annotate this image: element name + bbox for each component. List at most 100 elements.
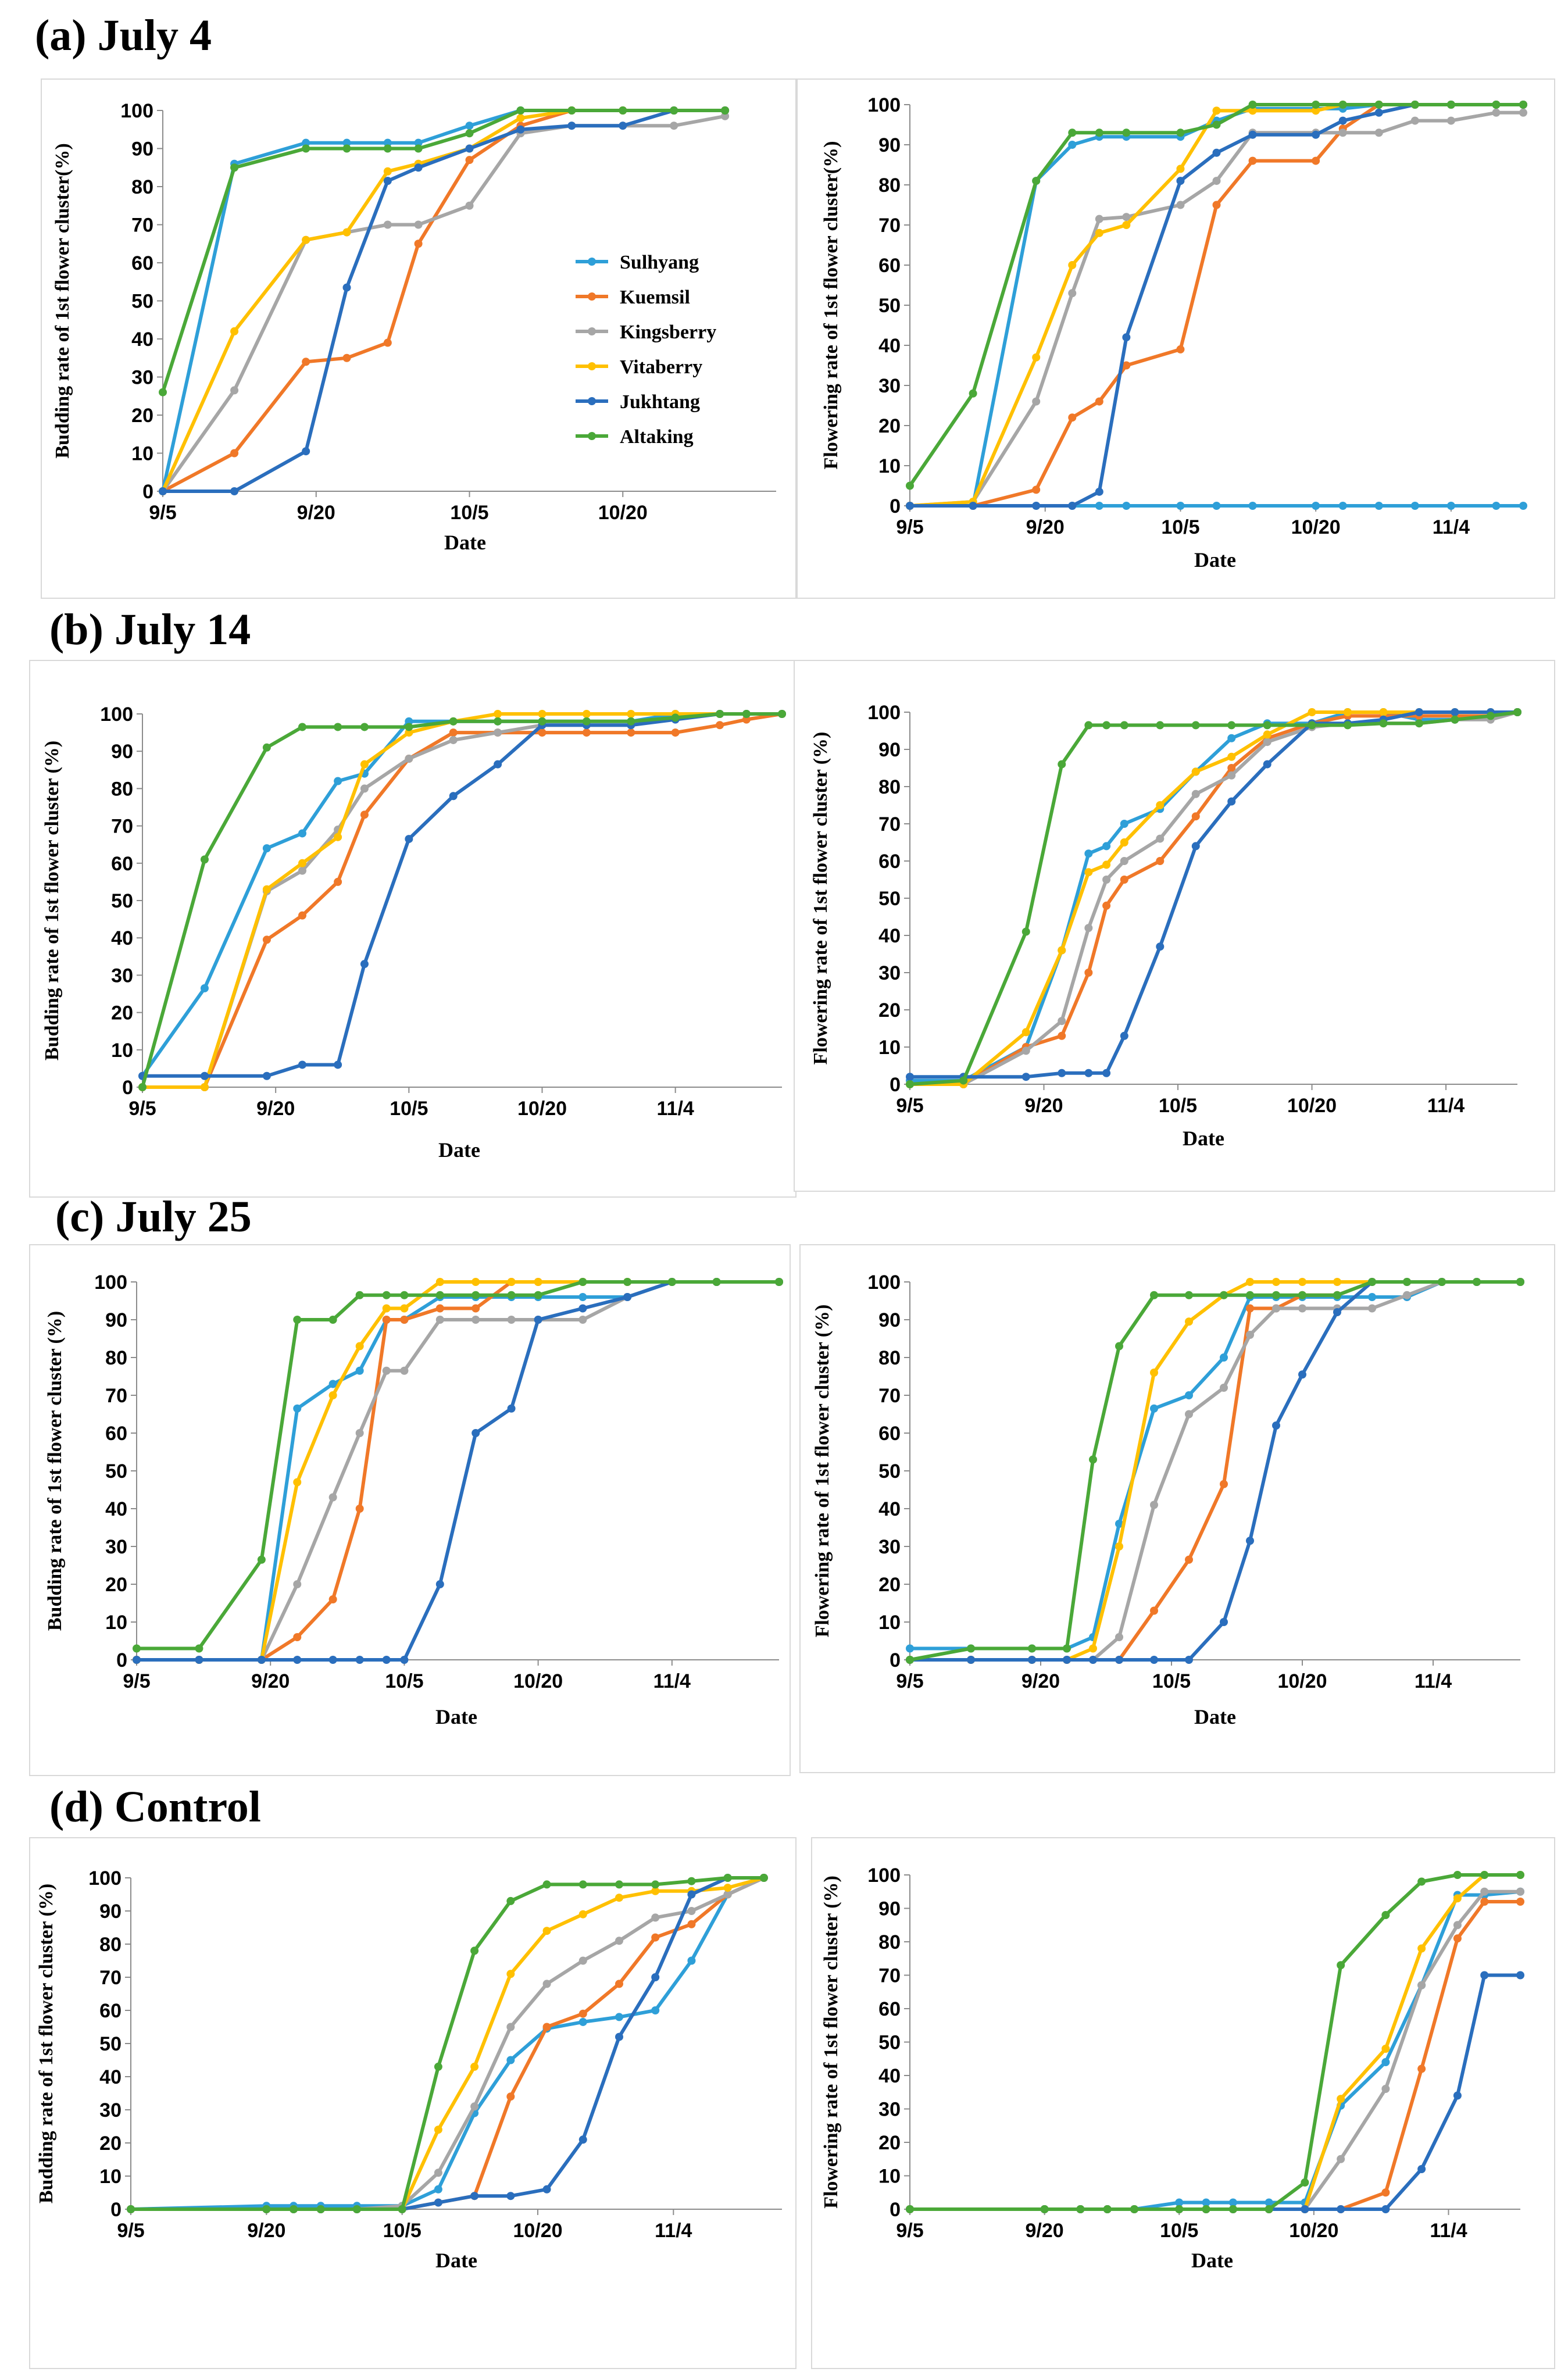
data-point-jukhtang	[1333, 1308, 1341, 1316]
data-point-altaking	[230, 163, 239, 172]
data-point-vitaberry	[1185, 1317, 1193, 1326]
data-point-jukhtang	[651, 1973, 660, 1981]
y-axis-label: Flowering rate of 1st flower cluster(%)	[820, 141, 842, 470]
data-point-kuemsil	[449, 728, 458, 737]
data-point-kingsberry	[383, 220, 392, 229]
data-point-vitaberry	[723, 1884, 732, 1892]
data-point-vitaberry	[470, 2062, 479, 2071]
series-line-kingsberry	[161, 114, 726, 492]
data-point-kingsberry	[1185, 1410, 1193, 1419]
y-tick-label: 70	[878, 1965, 901, 1987]
data-point-kingsberry	[1032, 397, 1041, 406]
y-tick-label: 10	[878, 1612, 901, 1634]
data-point-jukhtang	[623, 1293, 632, 1301]
data-point-vitaberry	[302, 235, 310, 244]
data-point-kingsberry	[405, 755, 413, 763]
data-point-kingsberry	[434, 2169, 442, 2177]
data-point-altaking	[1337, 1961, 1345, 1970]
x-tick-label: 11/4	[1430, 2220, 1467, 2242]
y-tick-label: 100	[867, 1864, 901, 1887]
data-point-kuemsil	[334, 877, 342, 886]
data-point-altaking	[1040, 2205, 1049, 2213]
data-point-kingsberry	[1246, 1331, 1254, 1339]
y-tick-label: 50	[131, 291, 153, 313]
data-point-altaking	[967, 1644, 975, 1653]
data-point-kingsberry	[1446, 116, 1455, 125]
data-point-vitaberry	[1246, 1278, 1254, 1286]
x-axis-label: Date	[435, 1705, 477, 1728]
data-point-vitaberry	[1333, 1278, 1341, 1286]
data-point-jukhtang	[969, 502, 977, 510]
data-point-jukhtang	[1212, 148, 1221, 157]
series-line-altaking	[908, 103, 1523, 487]
y-tick-label: 30	[111, 964, 133, 987]
data-point-altaking	[759, 1874, 768, 1882]
data-point-jukhtang	[615, 2032, 623, 2041]
y-tick-label: 100	[867, 1271, 901, 1294]
y-tick-label: 0	[110, 2199, 122, 2221]
data-point-kuemsil	[262, 935, 271, 944]
data-point-jukhtang	[257, 1656, 266, 1664]
data-point-jukhtang	[355, 1656, 364, 1664]
data-point-altaking	[257, 1555, 266, 1564]
data-point-jukhtang	[200, 1071, 209, 1080]
data-point-altaking	[383, 144, 392, 153]
data-point-altaking	[1032, 177, 1041, 185]
x-axis-label: Date	[435, 2249, 477, 2272]
x-tick-label: 11/4	[653, 1670, 691, 1692]
data-point-kingsberry	[1480, 1887, 1489, 1896]
data-point-altaking	[1191, 721, 1200, 730]
data-point-kuemsil	[1246, 1304, 1254, 1313]
y-tick-label: 60	[878, 255, 901, 277]
data-point-sulhyang	[1265, 2198, 1273, 2207]
data-point-vitaberry	[1381, 2045, 1390, 2053]
data-point-altaking	[360, 723, 369, 731]
x-tick-label: 9/5	[117, 2220, 144, 2242]
series-line-kuemsil	[142, 712, 783, 1089]
x-tick-label: 10/20	[513, 1670, 563, 1692]
y-tick-label: 10	[878, 2166, 901, 2188]
data-point-kuemsil	[582, 728, 591, 737]
y-tick-label: 40	[111, 927, 133, 949]
data-point-kuemsil	[1084, 969, 1093, 977]
data-point-kingsberry	[578, 1956, 587, 1965]
series-line-altaking	[161, 109, 726, 393]
data-point-altaking	[405, 723, 413, 731]
y-tick-label: 10	[878, 1037, 901, 1059]
data-point-kuemsil	[1122, 361, 1131, 370]
data-point-altaking	[334, 723, 342, 731]
x-tick-label: 10/20	[1291, 516, 1341, 538]
data-point-vitaberry	[1115, 1542, 1123, 1551]
data-point-vitaberry	[538, 710, 547, 718]
data-point-jukhtang	[1451, 708, 1459, 716]
data-point-altaking	[1451, 715, 1459, 724]
y-axis-label: Flowering rate of 1st flower cluster (%)	[810, 732, 831, 1065]
data-point-altaking	[1122, 128, 1131, 137]
data-point-altaking	[1516, 1278, 1524, 1286]
data-point-kuemsil	[651, 1933, 660, 1942]
data-point-sulhyang	[1176, 502, 1185, 510]
data-point-kuemsil	[1220, 1480, 1228, 1488]
data-point-vitaberry	[230, 327, 239, 335]
data-point-altaking	[538, 717, 547, 726]
data-point-altaking	[400, 1291, 409, 1299]
data-point-altaking	[159, 388, 167, 396]
data-point-kingsberry	[1150, 1501, 1158, 1509]
data-point-altaking	[1248, 101, 1257, 109]
y-tick-label: 20	[878, 999, 901, 1021]
data-point-jukhtang	[262, 1071, 271, 1080]
data-point-jukhtang	[506, 2192, 515, 2200]
data-point-vitaberry	[1068, 261, 1077, 269]
y-tick-label: 90	[878, 739, 901, 761]
data-point-jukhtang	[1176, 177, 1185, 185]
data-point-vitaberry	[360, 760, 369, 769]
data-point-vitaberry	[434, 2125, 442, 2134]
data-point-altaking	[627, 717, 635, 726]
data-point-altaking	[1150, 1291, 1158, 1299]
data-point-vitaberry	[507, 1278, 516, 1286]
series-line-kingsberry	[909, 110, 1523, 508]
data-point-kingsberry	[1115, 1633, 1123, 1641]
x-tick-label: 9/5	[896, 516, 923, 538]
data-point-altaking	[1063, 1644, 1071, 1653]
data-point-jukhtang	[1120, 1031, 1128, 1040]
